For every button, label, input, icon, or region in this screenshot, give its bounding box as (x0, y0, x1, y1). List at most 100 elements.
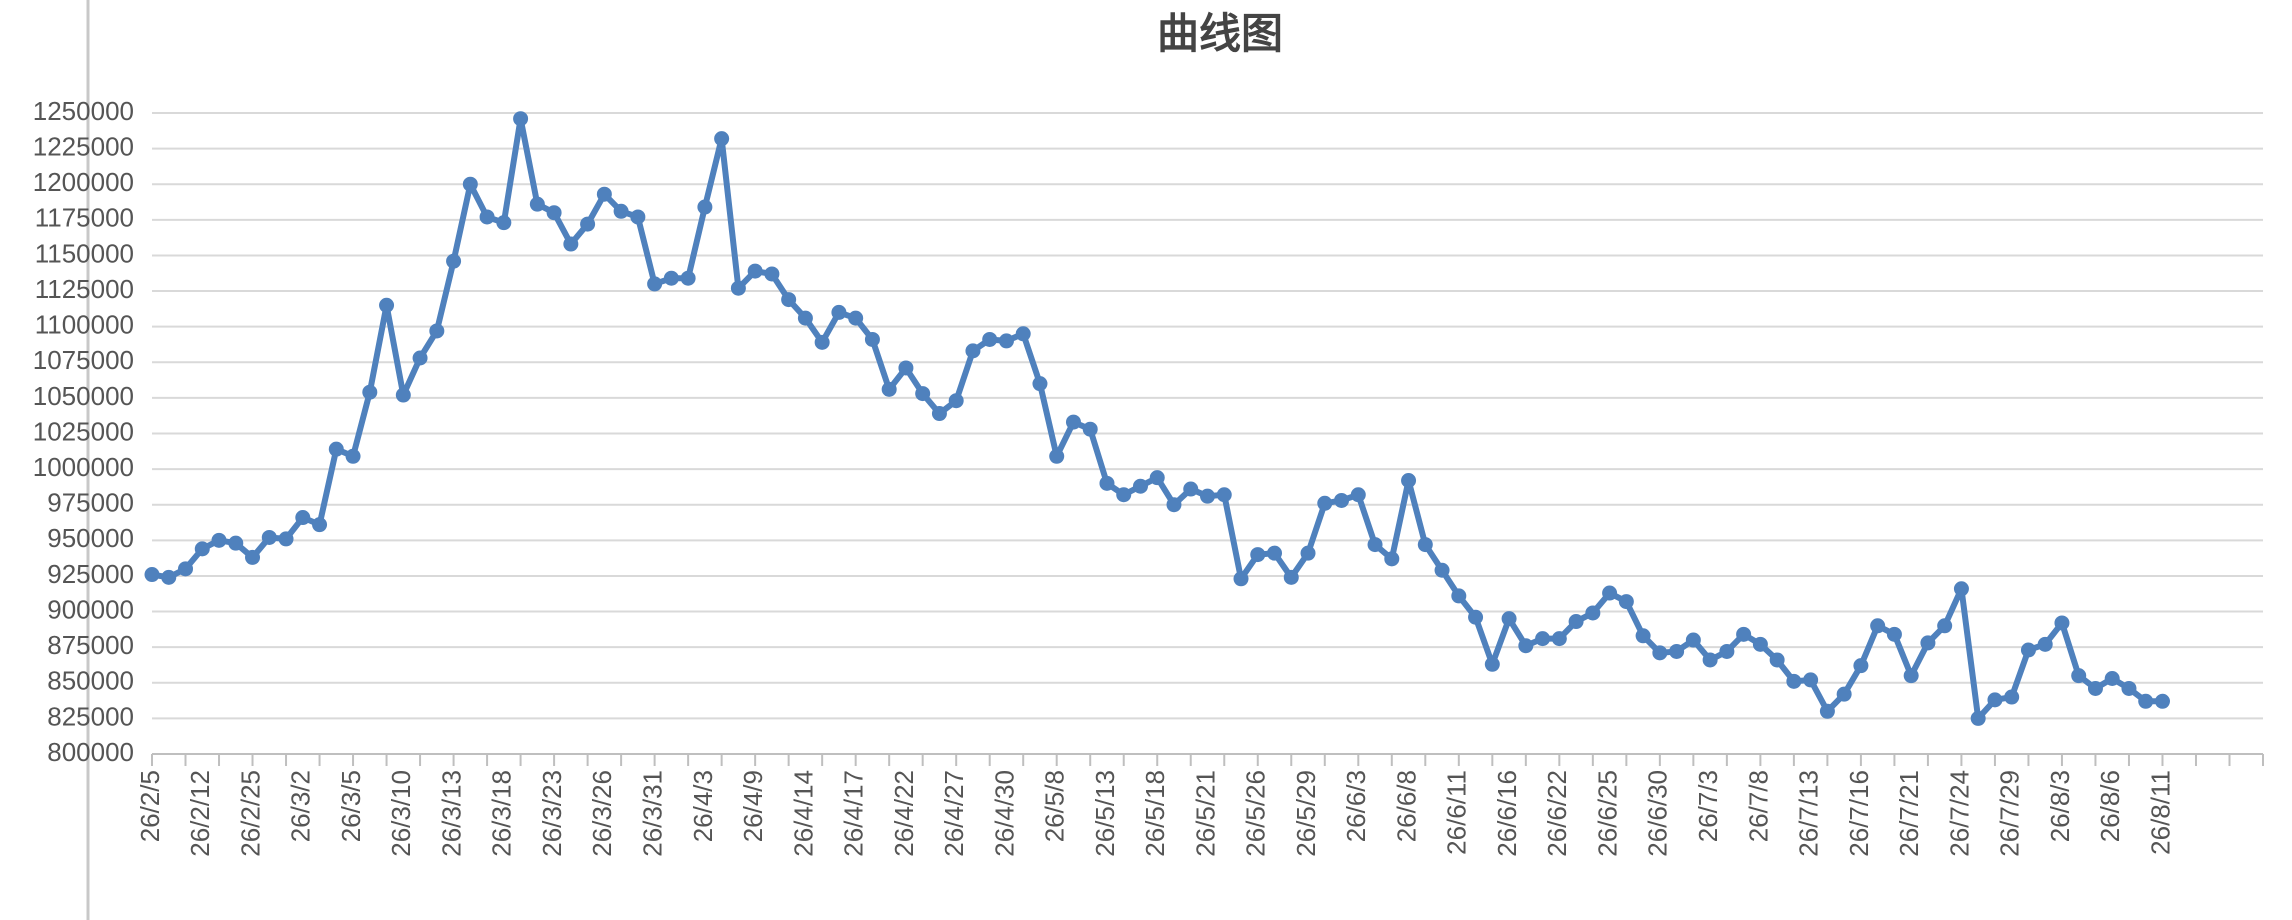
x-tick-label: 26/7/24 (1944, 770, 1974, 857)
data-point (1350, 487, 1366, 503)
data-point (1233, 571, 1249, 587)
data-point (194, 541, 210, 557)
data-point (1886, 626, 1902, 642)
data-point (848, 310, 864, 326)
data-point (479, 209, 495, 225)
x-tick-label: 26/4/9 (738, 770, 768, 842)
data-point (814, 334, 830, 350)
y-tick-label: 975000 (47, 488, 134, 518)
y-tick-label: 1250000 (33, 96, 134, 126)
data-point (1618, 594, 1634, 610)
data-point (797, 310, 813, 326)
x-tick-label: 26/6/30 (1643, 770, 1673, 857)
data-point (1099, 475, 1115, 491)
y-tick-label: 1200000 (33, 167, 134, 197)
x-tick-label: 26/3/5 (336, 770, 366, 842)
chart-title: 曲线图 (1157, 10, 1283, 57)
x-tick-label: 26/3/18 (487, 770, 517, 857)
data-point (1685, 632, 1701, 648)
data-point (1049, 448, 1065, 464)
y-tick-label: 825000 (47, 701, 134, 731)
data-point (1401, 473, 1417, 489)
data-point (462, 176, 478, 192)
y-tick-label: 925000 (47, 559, 134, 589)
data-point (1283, 569, 1299, 585)
x-tick-label: 26/3/2 (286, 770, 316, 842)
x-tick-label: 26/4/3 (688, 770, 718, 842)
data-point (513, 111, 529, 127)
x-tick-label: 26/7/3 (1693, 770, 1723, 842)
data-point (730, 280, 746, 296)
x-tick-label: 26/3/26 (587, 770, 617, 857)
x-tick-label: 26/4/27 (939, 770, 969, 857)
y-tick-label: 1150000 (35, 238, 134, 268)
data-point (1132, 478, 1148, 494)
data-point (2138, 693, 2154, 709)
data-point (144, 567, 160, 583)
data-point (1602, 585, 1618, 601)
x-tick-label: 26/3/23 (537, 770, 567, 857)
data-point (446, 253, 462, 269)
data-point (2054, 615, 2070, 631)
x-tick-label: 26/3/10 (386, 770, 416, 857)
data-point (362, 384, 378, 400)
data-point (1468, 609, 1484, 625)
data-point (1484, 656, 1500, 672)
x-tick-label: 26/6/3 (1341, 770, 1371, 842)
data-point (898, 360, 914, 376)
x-tick-label: 26/5/21 (1190, 770, 1220, 857)
data-point (1920, 635, 1936, 651)
data-point (261, 529, 277, 545)
data-point (881, 381, 897, 397)
data-point (931, 406, 947, 422)
data-point (1200, 488, 1215, 504)
data-point (2004, 689, 2020, 705)
data-point (178, 561, 194, 577)
y-tick-label: 1000000 (33, 452, 134, 482)
data-point (161, 569, 177, 585)
data-point (1568, 614, 1584, 630)
data-point (1015, 326, 1031, 342)
data-point (781, 292, 797, 308)
data-point (345, 448, 361, 464)
data-point (245, 549, 261, 565)
x-tick-label: 26/7/13 (1794, 770, 1824, 857)
x-tick-label: 26/5/8 (1040, 770, 1070, 842)
data-point (831, 304, 847, 320)
data-point (211, 532, 227, 548)
x-tick-label: 26/3/31 (637, 770, 667, 857)
data-point (1702, 652, 1718, 668)
data-point (1267, 545, 1283, 561)
data-point (915, 386, 931, 402)
data-point (764, 266, 780, 282)
data-point (864, 331, 880, 347)
x-tick-label: 26/7/29 (1995, 770, 2025, 857)
data-point (563, 236, 579, 252)
data-point (1367, 537, 1383, 553)
data-point (2087, 680, 2103, 696)
data-point (1149, 470, 1165, 486)
data-point (2104, 671, 2120, 687)
data-point (630, 209, 646, 225)
data-point (1451, 588, 1467, 604)
data-point (312, 517, 328, 533)
x-tick-label: 26/2/5 (135, 770, 165, 842)
data-point (982, 331, 998, 347)
data-point (2020, 642, 2036, 658)
x-tick-label: 26/6/25 (1592, 770, 1622, 857)
data-point (747, 263, 763, 279)
data-point (1417, 537, 1433, 553)
data-point (2154, 693, 2170, 709)
x-tick-label: 26/8/6 (2095, 770, 2125, 842)
data-point (680, 270, 696, 286)
data-point (1870, 618, 1886, 634)
data-point (2121, 680, 2137, 696)
data-point (998, 333, 1014, 349)
x-tick-label: 26/5/29 (1291, 770, 1321, 857)
data-point (1736, 626, 1752, 642)
x-tick-label: 26/6/22 (1542, 770, 1572, 857)
data-point (1937, 618, 1953, 634)
data-point (1551, 631, 1567, 647)
y-tick-label: 950000 (47, 523, 134, 553)
x-tick-label: 26/2/25 (235, 770, 265, 857)
